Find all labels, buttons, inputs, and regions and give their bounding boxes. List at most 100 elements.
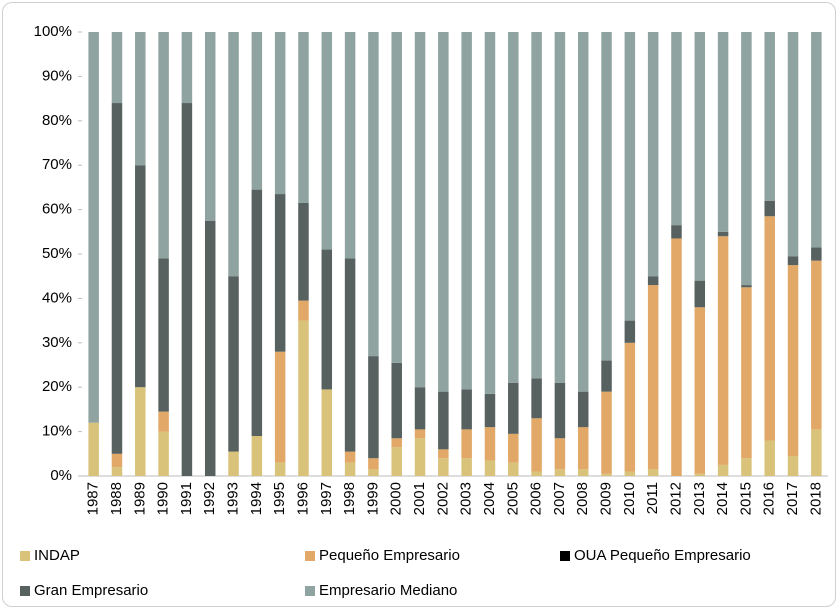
legend-label: OUA Pequeño Empresario <box>574 547 751 564</box>
legend-label: Pequeño Empresario <box>319 547 460 564</box>
bar-segment <box>298 202 309 301</box>
bar-segment <box>158 258 169 412</box>
bar-segment <box>531 471 542 476</box>
bar-segment <box>787 256 799 266</box>
x-tick-label: 2013 <box>691 482 708 515</box>
bar-segment <box>461 389 472 430</box>
legend-label: Empresario Mediano <box>319 582 457 599</box>
bar-segment <box>368 356 379 459</box>
x-tick-label: 1993 <box>225 482 242 515</box>
bar-segment <box>531 378 542 419</box>
x-tick-label: 1996 <box>294 482 311 515</box>
bar-segment <box>414 438 426 476</box>
x-tick-label: 2010 <box>621 482 638 515</box>
bar-segment <box>811 247 822 261</box>
bar-segment <box>508 32 519 383</box>
bar-segment <box>811 260 822 430</box>
bar-segment <box>298 300 309 321</box>
bar-segment <box>321 389 333 476</box>
bar-segment <box>694 473 706 476</box>
bar-segment <box>741 287 752 459</box>
bar-segment <box>135 32 146 166</box>
bar-segment <box>88 422 99 476</box>
legend-swatch <box>20 586 30 596</box>
bar-segment <box>438 391 449 450</box>
x-tick-label: 2018 <box>807 482 824 515</box>
bar-segment <box>764 200 775 217</box>
x-tick-label: 2017 <box>784 482 801 515</box>
y-tick-label: 90% <box>42 67 72 84</box>
bar-segment <box>344 32 356 259</box>
bar-segment <box>414 429 426 439</box>
bar-segment <box>554 438 566 470</box>
bar-segment <box>717 464 729 476</box>
x-tick-label: 2011 <box>644 482 661 514</box>
x-tick-label: 1992 <box>201 482 218 515</box>
y-tick-label: 40% <box>42 289 72 306</box>
bar-segment <box>251 189 263 437</box>
bar-segment <box>624 320 636 343</box>
bar-segment <box>204 220 216 476</box>
bar-segment <box>251 436 263 476</box>
x-tick-label: 2004 <box>481 482 498 515</box>
x-tick-label: 2008 <box>574 482 591 515</box>
bar-segment <box>344 451 356 463</box>
bar-segment <box>461 32 472 390</box>
bar-segment <box>461 429 472 459</box>
bar-segment <box>601 391 612 474</box>
bar-segment <box>694 32 706 281</box>
bar-segment <box>181 32 193 104</box>
bar-segment <box>811 429 822 476</box>
bar-segment <box>321 249 333 390</box>
bar-segment <box>624 32 636 321</box>
bar-segment <box>251 32 263 190</box>
bar-segment <box>438 449 449 459</box>
bar-segment <box>671 238 682 476</box>
x-tick-label: 1991 <box>178 482 195 515</box>
bar-segment <box>624 471 636 476</box>
x-tick-label: 2005 <box>504 482 521 515</box>
bar-segment <box>717 236 729 465</box>
bar-segment <box>274 462 286 476</box>
bar-segment <box>647 276 659 286</box>
y-tick-label: 80% <box>42 112 72 129</box>
x-tick-label: 1994 <box>248 482 265 515</box>
bar-segment <box>601 32 612 361</box>
bar-segment <box>391 438 402 448</box>
bar-segment <box>671 32 682 226</box>
x-tick-label: 2009 <box>598 482 615 515</box>
bar-segment <box>508 433 519 463</box>
bar-segment <box>438 458 449 476</box>
bar-segment <box>577 391 589 428</box>
bar-segment <box>204 32 216 221</box>
x-tick-label: 2015 <box>737 482 754 515</box>
y-tick-label: 10% <box>42 423 72 440</box>
bar-segment <box>135 165 146 388</box>
bar-segment <box>111 32 123 104</box>
bar-segment <box>111 103 123 454</box>
bar-segment <box>577 469 589 476</box>
bar-segment <box>111 467 123 476</box>
bar-segment <box>787 265 799 457</box>
bar-segment <box>484 393 496 428</box>
bar-segment <box>694 307 706 474</box>
bar-segment <box>111 453 123 468</box>
bar-segment <box>438 32 449 392</box>
bar-segment <box>228 451 239 476</box>
legend-swatch <box>20 551 30 561</box>
bar-segment <box>274 32 286 195</box>
y-tick-label: 0% <box>50 467 72 484</box>
bar-segment <box>228 276 239 452</box>
bar-segment <box>484 460 496 476</box>
bar-segment <box>671 225 682 239</box>
bar-segment <box>414 32 426 388</box>
bar-segment <box>717 231 729 237</box>
bar-segment <box>647 285 659 470</box>
bar-segment <box>647 469 659 476</box>
y-tick-label: 70% <box>42 156 72 173</box>
x-tick-label: 1997 <box>318 482 335 515</box>
x-tick-label: 2007 <box>551 482 568 515</box>
x-tick-label: 2000 <box>388 482 405 515</box>
bar-segment <box>88 32 99 423</box>
